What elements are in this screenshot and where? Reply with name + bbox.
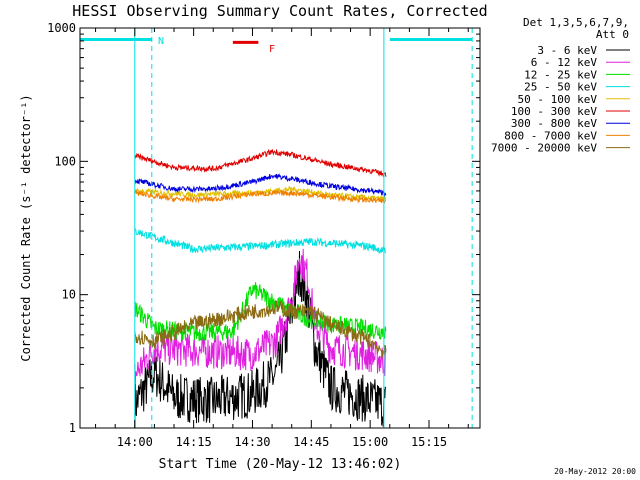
x-tick-label: 14:15: [176, 435, 212, 449]
series-line-4: [134, 227, 386, 254]
annotation-n-label: N: [158, 36, 164, 47]
series-line-8: [134, 189, 386, 205]
series-line-6: [134, 148, 387, 177]
x-tick-label: 14:00: [117, 435, 153, 449]
legend-entry-label: 25 - 50 keV: [524, 81, 597, 94]
legend-title-line-1: Det 1,3,5,6,7,9,: [523, 16, 629, 29]
legend-entry-label: 7000 - 20000 keV: [491, 142, 597, 155]
footer-timestamp: 20-May-2012 20:00: [554, 467, 636, 476]
chart-title: HESSI Observing Summary Count Rates, Cor…: [72, 2, 487, 20]
legend-entry-label: 3 - 6 keV: [537, 44, 597, 57]
series-layer: [134, 148, 387, 429]
series-line-3: [134, 282, 387, 343]
series-line-1: [134, 250, 387, 429]
annotation-layer: [80, 28, 473, 428]
y-tick-label: 1000: [47, 21, 76, 35]
legend-entry-label: 6 - 12 keV: [531, 56, 598, 69]
legend-entry-label: 100 - 300 keV: [511, 105, 597, 118]
annotation-f-label: F: [269, 44, 275, 55]
x-tick-label: 15:15: [411, 435, 447, 449]
y-axis-label: Corrected Count Rate (s⁻¹ detector⁻¹): [19, 94, 33, 361]
x-tick-label: 14:30: [234, 435, 270, 449]
x-axis-label: Start Time (20-May-12 13:46:02): [159, 457, 402, 472]
x-tick-label: 15:00: [352, 435, 388, 449]
axes-layer: 14:00 14:15 14:30 14:45 15:00 15:15 1 10 100 1000: [47, 21, 480, 449]
legend-title-line-2: Att 0: [596, 28, 629, 41]
x-tick-label: 14:45: [293, 435, 329, 449]
y-tick-label: 1: [69, 421, 76, 435]
y-tick-label: 100: [54, 154, 76, 168]
legend-entry-label: 50 - 100 keV: [518, 93, 598, 106]
series-line-7: [134, 173, 387, 198]
series-line-9: [134, 300, 387, 359]
legend-entry-label: 800 - 7000 keV: [504, 129, 597, 142]
plot-frame: [79, 27, 481, 429]
legend-entry-label: 300 - 800 keV: [511, 117, 597, 130]
y-tick-label: 10: [62, 288, 76, 302]
legend-entry-label: 12 - 25 keV: [524, 68, 597, 81]
